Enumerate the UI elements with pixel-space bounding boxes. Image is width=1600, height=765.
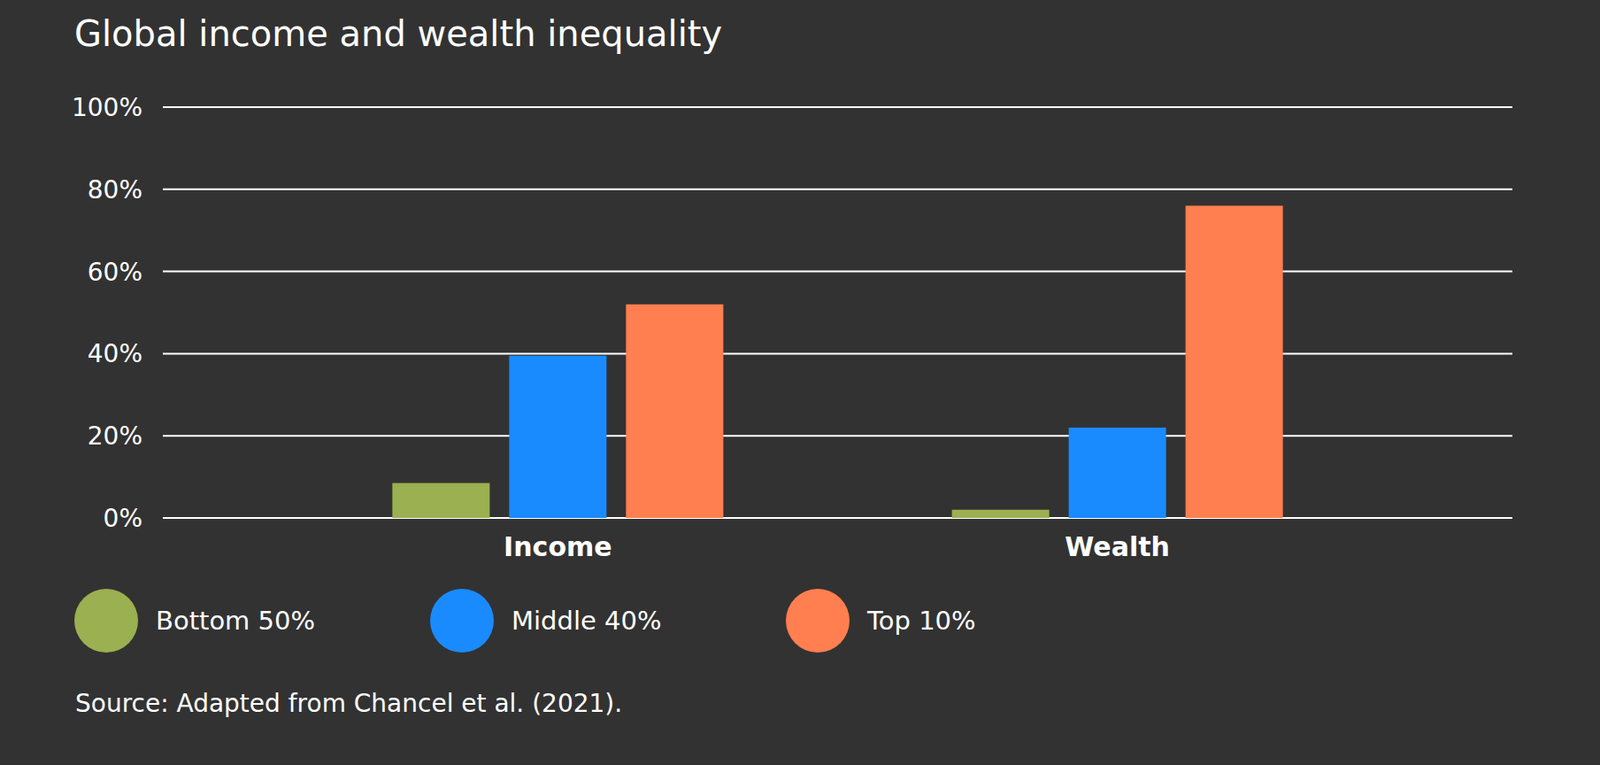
y-tick-label: 40% — [87, 338, 143, 369]
title: Global income and wealth inequality — [74, 13, 723, 54]
legend-label: Top 10% — [866, 605, 977, 636]
y-tick-label: 60% — [87, 257, 143, 287]
background — [0, 0, 1600, 765]
legend-label: Middle 40% — [511, 605, 662, 636]
grid-line — [162, 270, 1513, 273]
source: Source: Adapted from Chancel et al. (202… — [75, 688, 623, 718]
legend-swatch — [74, 588, 139, 653]
legend-swatch — [785, 588, 850, 653]
y-tick-label: 80% — [87, 175, 143, 205]
grid-line — [162, 106, 1513, 108]
grid-line — [162, 434, 1513, 437]
bar — [1185, 205, 1284, 518]
bar — [392, 483, 490, 518]
chart: Global income and wealth inequality 0% 20%… — [0, 0, 1600, 765]
bar — [952, 509, 1050, 518]
bar — [625, 304, 724, 518]
grid-line — [162, 352, 1513, 354]
y-tick-label: 20% — [87, 421, 143, 451]
grid-line — [162, 188, 1513, 191]
bar — [1069, 427, 1167, 518]
y-tick-label: 100% — [71, 92, 143, 123]
legend-swatch — [430, 588, 494, 653]
legend-label: Bottom 50% — [155, 605, 316, 636]
y-tick-label: 0% — [103, 503, 143, 533]
x-tick-label: Income — [503, 530, 613, 562]
grid-line — [162, 516, 1513, 519]
bar — [508, 355, 607, 518]
bars — [392, 205, 1283, 518]
x-tick-label: Wealth — [1064, 530, 1170, 562]
